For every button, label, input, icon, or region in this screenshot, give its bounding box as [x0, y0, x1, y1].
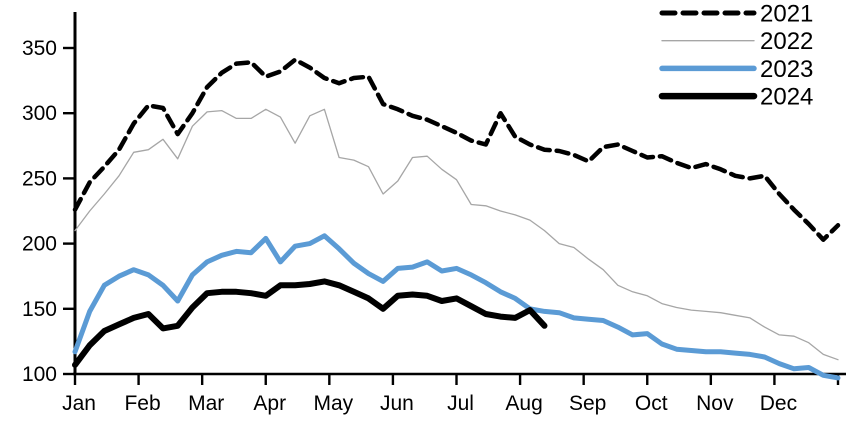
legend-label-2022: 2022 — [760, 28, 813, 55]
x-axis-label-nov: Nov — [696, 392, 734, 415]
x-axis-label-mar: Mar — [188, 392, 224, 415]
x-axis-label-may: May — [313, 392, 353, 415]
x-axis-label-jun: Jun — [380, 392, 414, 415]
series-2024-line — [72, 278, 548, 368]
x-axis-label-jan: Jan — [62, 392, 96, 415]
y-axis-label-200: 200 — [22, 233, 57, 256]
y-axis-label-100: 100 — [22, 363, 57, 386]
y-axis-label-350: 350 — [22, 37, 57, 60]
y-axis-label-300: 300 — [22, 102, 57, 125]
x-axis-label-jul: Jul — [447, 392, 474, 415]
x-axis-label-sep: Sep — [569, 392, 606, 415]
x-axis-label-oct: Oct — [635, 392, 668, 415]
series-2021-line — [72, 57, 841, 242]
series-2022-line — [74, 108, 839, 361]
x-axis-label-feb: Feb — [124, 392, 160, 415]
series-2023-line — [72, 233, 841, 381]
y-axis-label-250: 250 — [22, 167, 57, 190]
x-axis-label-dec: Dec — [760, 392, 797, 415]
x-axis-label-apr: Apr — [253, 392, 286, 415]
legend-label-2024: 2024 — [760, 84, 813, 111]
legend-label-2023: 2023 — [760, 56, 813, 83]
y-axis-label-150: 150 — [22, 298, 57, 321]
x-axis-label-aug: Aug — [505, 392, 542, 415]
legend-label-2021: 2021 — [760, 1, 813, 28]
